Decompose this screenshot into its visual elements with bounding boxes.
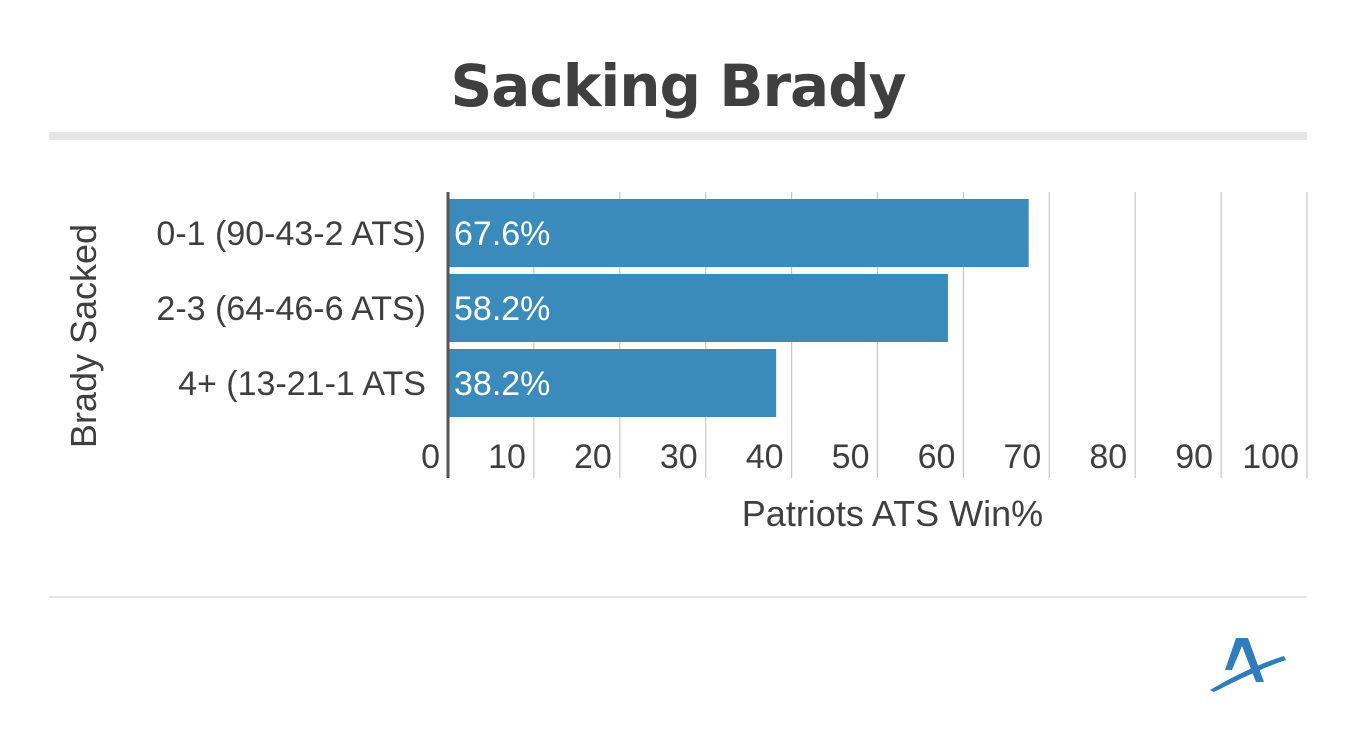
y-tick-label: 4+ (13-21-1 ATS (178, 365, 426, 403)
bar (448, 274, 948, 342)
x-tick-label: 100 (1242, 438, 1299, 476)
chart-title: Sacking Brady (450, 52, 906, 120)
y-tick-label: 0-1 (90-43-2 ATS) (156, 215, 426, 253)
x-tick-label: 0 (421, 438, 440, 476)
bar-data-label: 58.2% (454, 290, 550, 328)
y-tick-label: 2-3 (64-46-6 ATS) (156, 290, 426, 328)
x-tick-label: 50 (832, 438, 870, 476)
x-tick-label: 40 (746, 438, 784, 476)
bar-data-label: 67.6% (454, 215, 550, 253)
x-tick-label: 10 (488, 438, 526, 476)
title-divider (49, 132, 1307, 140)
footer-divider (49, 596, 1307, 598)
bar (448, 349, 777, 417)
x-tick-label: 20 (574, 438, 612, 476)
x-tick-label: 30 (660, 438, 698, 476)
x-axis-title: Patriots ATS Win% (742, 493, 1043, 534)
bar (448, 199, 1029, 267)
x-tick-label: 90 (1175, 438, 1213, 476)
x-tick-label: 60 (918, 438, 956, 476)
x-tick-label: 70 (1003, 438, 1041, 476)
bar-data-label: 38.2% (454, 365, 550, 403)
bar-chart: 67.6% 0-1 (90-43-2 ATS) 58.2% 2-3 (64-46-6 … (63, 192, 1308, 534)
brand-logo-icon (1210, 638, 1286, 692)
y-axis-title: Brady Sacked (63, 224, 104, 448)
x-tick-label: 80 (1089, 438, 1127, 476)
